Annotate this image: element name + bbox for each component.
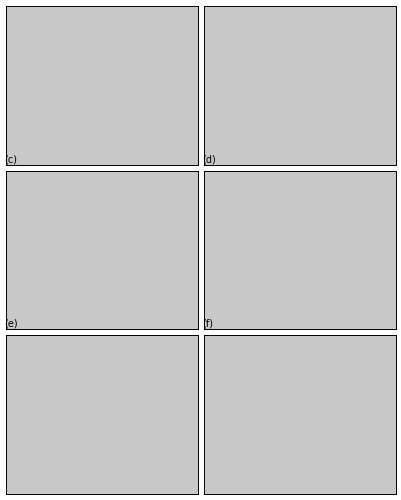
- Text: (d): (d): [202, 154, 216, 164]
- Text: (c): (c): [4, 154, 17, 164]
- Text: (e): (e): [4, 318, 18, 328]
- Text: (f): (f): [202, 318, 213, 328]
